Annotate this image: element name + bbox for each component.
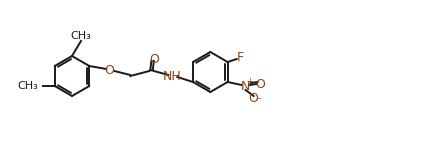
Text: O: O xyxy=(149,53,159,66)
Text: O: O xyxy=(256,77,266,90)
Text: O: O xyxy=(105,64,114,77)
Text: O: O xyxy=(249,93,258,106)
Text: CH₃: CH₃ xyxy=(17,81,38,91)
Text: CH₃: CH₃ xyxy=(71,31,91,40)
Text: ⁻: ⁻ xyxy=(256,96,261,106)
Text: NH: NH xyxy=(163,71,182,84)
Text: F: F xyxy=(237,51,244,64)
Text: +: + xyxy=(246,77,253,87)
Text: N: N xyxy=(241,79,250,93)
